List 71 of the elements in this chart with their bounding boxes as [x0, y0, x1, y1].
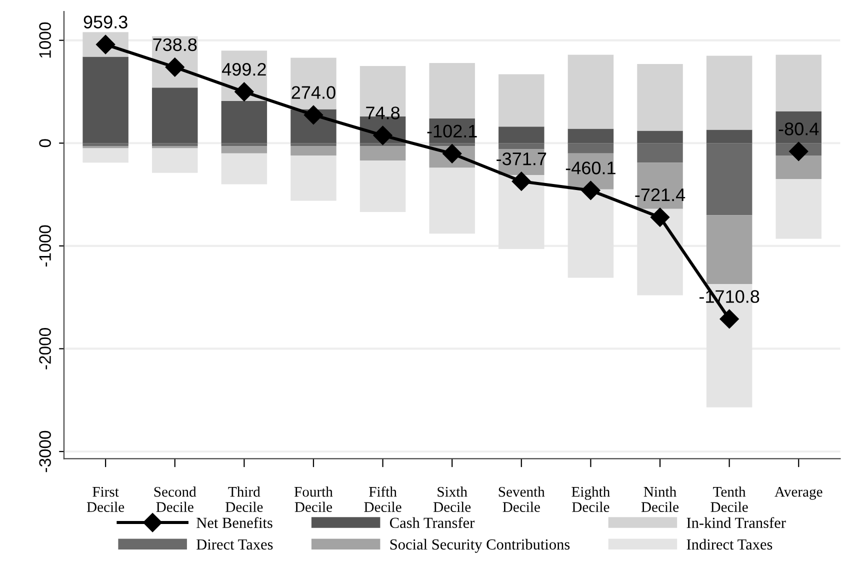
- bar: [637, 130, 683, 144]
- bar: [498, 74, 544, 127]
- bar: [82, 143, 128, 146]
- bar: [290, 58, 336, 110]
- x-tick-label: Third Decile: [226, 486, 263, 512]
- data-label: 274.0: [292, 86, 336, 99]
- point: [789, 142, 808, 161]
- bar: [221, 143, 268, 146]
- point: [581, 180, 600, 200]
- bar: [568, 143, 614, 154]
- x-tick-label: Sixth Decile: [433, 486, 471, 512]
- bar: [221, 100, 268, 144]
- bar: [706, 143, 752, 216]
- bar: [706, 130, 752, 144]
- bar: [637, 143, 683, 163]
- legend-label: Direct Taxes: [196, 539, 273, 550]
- bar: [360, 146, 406, 161]
- legend-label: Indirect Taxes: [686, 538, 772, 550]
- bar: [152, 143, 198, 146]
- y-tick-label: 1000: [39, 22, 51, 58]
- bar: [290, 146, 336, 156]
- bar: [221, 153, 268, 184]
- x-tick-label: First Decile: [86, 486, 124, 512]
- bar: [360, 143, 406, 146]
- bar: [360, 160, 406, 212]
- bar: [568, 128, 614, 144]
- bar: [776, 155, 822, 180]
- x-tick-label: Tenth Decile: [710, 486, 748, 512]
- bar: [152, 88, 198, 144]
- bar: [82, 56, 128, 144]
- x-tick-label: Eighth Decile: [572, 486, 610, 512]
- point: [720, 309, 739, 329]
- x-tick-label: Ninth Decile: [641, 486, 679, 512]
- x-tick-label: Seventh Decile: [498, 486, 545, 512]
- x-tick-label: Fifth Decile: [364, 486, 402, 512]
- y-tick-label: -2000: [39, 328, 51, 370]
- bar: [290, 155, 336, 201]
- bar: [776, 54, 822, 112]
- bar: [498, 143, 544, 150]
- point: [512, 172, 531, 191]
- point: [234, 82, 254, 102]
- y-tick-label: -1000: [39, 225, 51, 266]
- bar: [221, 146, 268, 154]
- legend-label: Cash Transfer: [390, 517, 475, 528]
- data-label: 499.2: [222, 62, 266, 76]
- x-tick-label: Average: [774, 486, 822, 500]
- legend-label: In-kind Transfer: [686, 517, 786, 528]
- point: [650, 208, 670, 227]
- data-label: 959.3: [84, 16, 128, 28]
- y-tick-label: 0: [39, 139, 51, 148]
- point: [304, 105, 324, 124]
- bar: [290, 143, 336, 146]
- bar: [637, 64, 683, 131]
- y-tick-label: -3000: [39, 430, 51, 472]
- data-label: -80.4: [778, 122, 819, 136]
- bar: [429, 168, 475, 234]
- bar: [568, 54, 614, 129]
- bar: [498, 126, 544, 144]
- bar: [429, 62, 475, 118]
- data-label: 74.8: [366, 106, 400, 120]
- bar: [706, 215, 752, 284]
- legend-label: Net Benefits: [196, 517, 272, 528]
- bar: [706, 56, 752, 130]
- bar: [82, 148, 128, 163]
- x-tick-label: Fourth Decile: [294, 486, 333, 512]
- legend-label: Social Security Contributions: [390, 538, 570, 553]
- bar: [776, 179, 822, 239]
- data-label: 738.8: [153, 38, 197, 52]
- x-tick-label: Second Decile: [154, 486, 196, 512]
- bar: [429, 143, 475, 146]
- bar: [152, 148, 198, 173]
